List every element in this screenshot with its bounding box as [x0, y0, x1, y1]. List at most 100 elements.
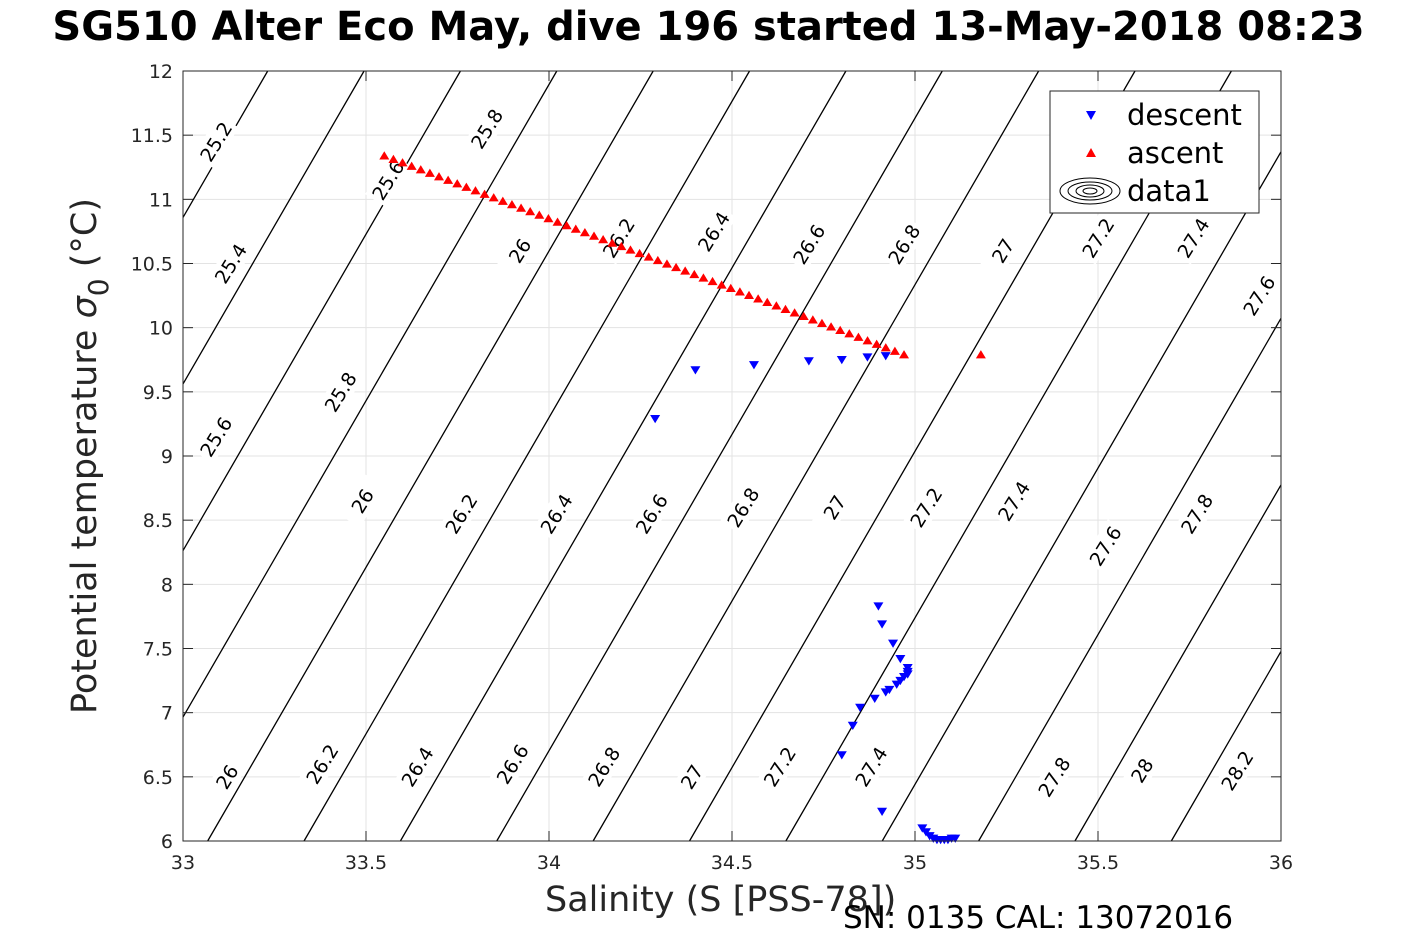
x-tick-label: 34.5	[711, 852, 753, 874]
descent-marker	[862, 353, 873, 362]
descent-marker	[803, 357, 814, 366]
data-markers	[379, 151, 986, 845]
ascent-marker	[488, 193, 499, 202]
contour-label-bg	[881, 217, 927, 271]
ascent-marker	[525, 207, 536, 216]
ascent-marker	[406, 161, 417, 170]
contour-label-group: 28.2	[1214, 743, 1260, 798]
ascent-marker	[643, 252, 654, 261]
ascent-marker	[671, 262, 682, 272]
ascent-marker	[862, 336, 873, 345]
y-axis-title: Potential temperature σ0 (°C)	[65, 198, 115, 714]
ascent-marker	[634, 248, 645, 258]
y-axis-title-unit: (°C)	[65, 198, 105, 278]
ascent-marker	[716, 280, 727, 289]
contour-label-bg	[365, 153, 411, 207]
contour-label-bg	[690, 204, 737, 259]
y-tick-label: 6.5	[143, 767, 173, 789]
isopycnal-line	[1170, 651, 1282, 842]
x-tick-label: 33	[171, 852, 195, 874]
contour-label-group: 27.6	[1082, 519, 1129, 573]
contour-label-group: 26.8	[720, 480, 766, 535]
descent-marker	[869, 694, 880, 704]
y-tick-label: 8	[161, 574, 173, 596]
ascent-marker	[497, 196, 508, 205]
contour-label-group: 27.4	[990, 474, 1037, 528]
ascent-marker	[889, 346, 900, 355]
contour-label-bg	[339, 474, 386, 528]
ascent-marker	[816, 318, 827, 327]
descent-marker	[888, 639, 899, 648]
y-tick-label: 12	[149, 61, 173, 83]
ascent-marker	[579, 227, 590, 237]
ascent-marker	[780, 304, 791, 313]
descent-marker	[690, 366, 701, 375]
legend-label: descent	[1127, 98, 1242, 132]
ascent-marker	[652, 255, 663, 265]
contour-label-group: 25.2	[193, 114, 239, 169]
contour-label-group: 27	[811, 480, 858, 535]
legend-contour-ring	[1067, 181, 1113, 201]
ascent-marker	[899, 350, 910, 359]
ascent-marker	[443, 175, 454, 184]
descent-marker	[836, 751, 847, 760]
contour-label-group: 26.6	[785, 217, 832, 271]
ascent-marker	[707, 276, 718, 286]
ascent-marker	[680, 266, 691, 275]
legend-contour-ring	[1059, 177, 1121, 205]
contour-label-bg	[317, 365, 364, 419]
ascent-marker	[470, 186, 481, 195]
contour-label-bg	[1214, 743, 1260, 798]
contour-label-bg	[533, 487, 580, 541]
isopycnal-line	[399, 70, 847, 842]
contour-label-bg	[848, 739, 894, 794]
contour-label-bg	[1082, 519, 1129, 573]
contour-label-bg	[811, 480, 858, 535]
y-tick-label: 8.5	[143, 510, 173, 532]
descent-marker	[950, 834, 961, 843]
density-contours	[182, 70, 1282, 842]
isopycnal-line	[1074, 484, 1282, 842]
legend-label: ascent	[1127, 136, 1223, 170]
x-tick-label: 35	[903, 852, 927, 874]
isopycnal-line	[978, 318, 1282, 842]
y-tick-label: 11	[149, 189, 173, 211]
ascent-marker	[826, 322, 837, 331]
isopycnal-line	[182, 70, 558, 718]
ascent-marker	[516, 203, 527, 212]
contour-label-group: 26.8	[881, 217, 927, 271]
ascent-marker	[844, 329, 855, 338]
contour-label-bg	[207, 236, 254, 291]
contour-label-bg	[496, 223, 543, 278]
ascent-marker	[734, 287, 745, 296]
axes	[182, 70, 1282, 842]
y-axis-title-symbol: σ	[65, 294, 105, 318]
ascent-marker	[835, 325, 846, 334]
legend-contour-ring	[1075, 184, 1105, 198]
ascent-marker	[589, 231, 600, 240]
contour-label-group: 26.6	[628, 487, 675, 541]
chart-title: SG510 Alter Eco May, dive 196 started 13…	[52, 4, 1365, 50]
contour-label-bg	[193, 410, 239, 464]
contour-label-group: 25.8	[463, 102, 510, 156]
ascent-marker	[762, 297, 773, 307]
y-tick-label: 11.5	[131, 125, 173, 147]
contour-label-group: 25.6	[193, 410, 239, 464]
y-tick-label: 7.5	[143, 639, 173, 661]
y-tick-label: 9.5	[143, 382, 173, 404]
contour-label-group: 27.2	[756, 739, 803, 794]
contour-label-group: 27.6	[1236, 268, 1282, 323]
descent-marker	[877, 807, 888, 816]
contour-label-bg	[299, 737, 345, 791]
ascent-marker	[607, 238, 618, 247]
contour-label-bg	[785, 217, 832, 271]
legend-ascent-marker	[1086, 148, 1096, 157]
legend-box	[1049, 90, 1260, 214]
contour-label-bg	[990, 474, 1037, 528]
descent-marker	[877, 620, 888, 629]
contour-label-bg	[756, 739, 803, 794]
contour-label-group: 27.2	[903, 480, 949, 535]
descent-marker	[880, 352, 891, 361]
isopycnal-line	[182, 70, 462, 551]
